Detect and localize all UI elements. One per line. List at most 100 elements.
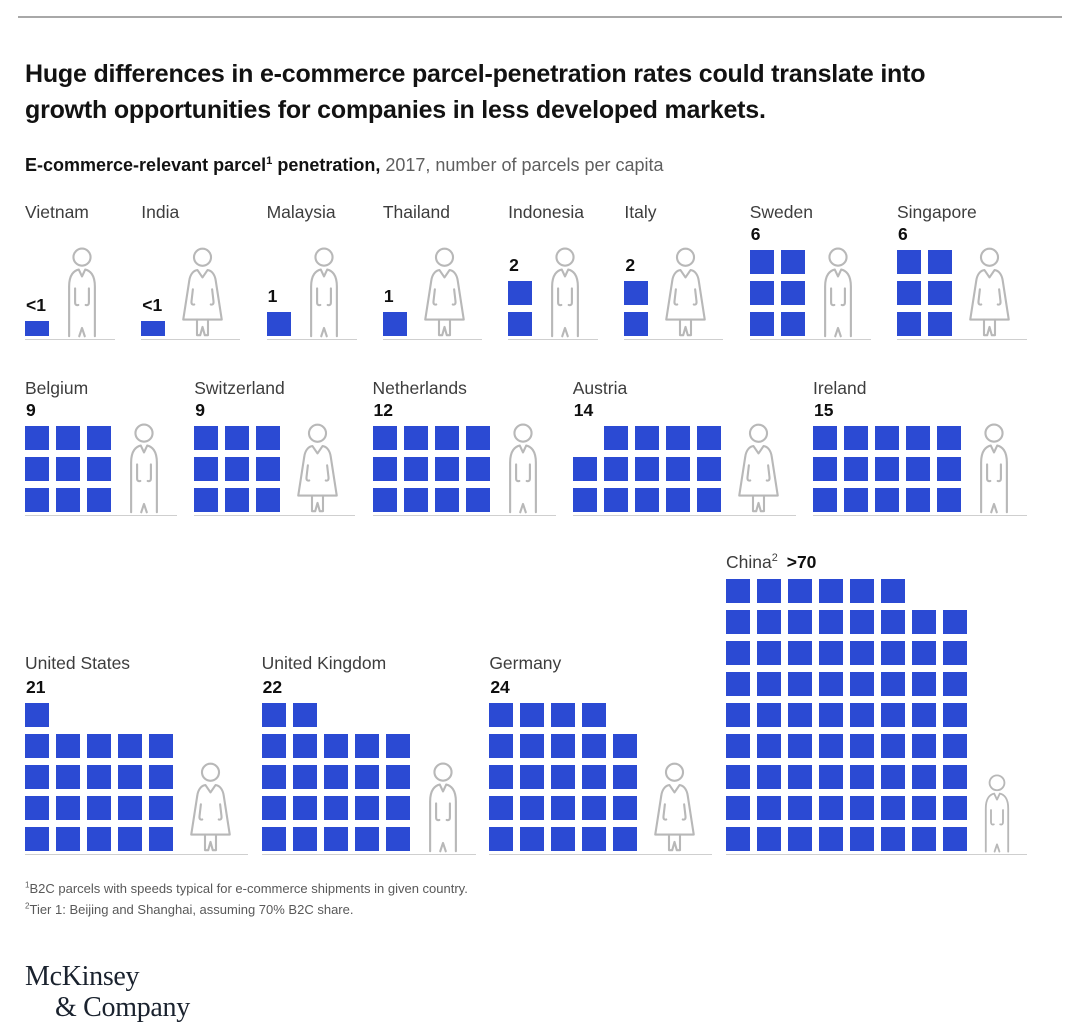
parcel-square: [489, 703, 514, 727]
parcel-square: [911, 703, 936, 727]
parcel-square: [256, 426, 281, 450]
country-label: Malaysia: [266, 202, 336, 222]
country-group-austria: Austria 14: [572, 378, 796, 516]
parcel-row: [725, 610, 967, 634]
country-label: Sweden: [749, 202, 813, 222]
country-group-united-states: United States 21: [25, 653, 248, 855]
parcel-square: [25, 765, 49, 789]
parcel-square: [118, 765, 142, 789]
parcel-square: [87, 457, 111, 481]
country-label: Switzerland: [194, 378, 285, 398]
parcel-square: [818, 796, 843, 820]
parcel-row: [572, 457, 721, 481]
country-label: Indonesia: [508, 202, 585, 222]
parcel-square: [225, 426, 250, 450]
person-icon-male: [309, 247, 338, 338]
person-icon-male: [68, 247, 96, 338]
parcel-square: [385, 734, 410, 758]
parcel-square: [323, 765, 348, 789]
parcel-square: [880, 610, 905, 634]
country-label: Thailand: [382, 202, 450, 222]
parcel-square: [849, 827, 874, 851]
country-label: Singapore: [896, 202, 977, 222]
parcel-square: [354, 765, 379, 789]
parcel-square: [880, 734, 905, 758]
parcel-square: [942, 765, 967, 789]
parcel-square: [256, 488, 281, 512]
country-label: Belgium: [25, 378, 89, 398]
parcel-square: [749, 281, 774, 305]
parcel-square: [489, 765, 514, 789]
parcel-square: [927, 312, 952, 336]
parcel-grid: [261, 703, 410, 851]
country-label: India: [141, 202, 180, 222]
parcel-square: [849, 796, 874, 820]
parcel-square: [813, 457, 837, 481]
parcel-square: [489, 734, 514, 758]
person-icon-female: [190, 762, 231, 852]
parcel-square: [266, 312, 291, 336]
parcel-square: [520, 734, 545, 758]
parcel-row: [813, 457, 961, 481]
parcel-square: [725, 672, 750, 696]
parcel-square: [372, 426, 397, 450]
parcel-square: [756, 703, 781, 727]
parcel-square: [56, 796, 80, 820]
parcel-row: [725, 734, 967, 758]
parcel-square: [942, 796, 967, 820]
country-group-belgium: Belgium 9: [25, 378, 177, 516]
country-group-india: India <1: [141, 202, 241, 340]
parcel-square: [551, 703, 576, 727]
person-icon-male: [551, 247, 580, 338]
country-label: China2 >70: [725, 552, 817, 572]
parcel-square: [942, 827, 967, 851]
parcel-grid: [896, 250, 952, 336]
parcel-square: [354, 796, 379, 820]
parcel-square: [225, 488, 250, 512]
parcel-square: [385, 827, 410, 851]
country-chart: 9: [25, 400, 177, 516]
parcel-row: [489, 796, 638, 820]
person-icon-female: [969, 247, 1010, 337]
parcel-square: [149, 827, 173, 851]
parcel-square: [372, 457, 397, 481]
parcel-square: [849, 703, 874, 727]
parcel-square: [403, 457, 428, 481]
country-group-indonesia: Indonesia 2: [508, 202, 599, 340]
country-value: 9: [26, 400, 36, 420]
parcel-square: [582, 703, 607, 727]
parcel-square: [323, 827, 348, 851]
parcel-square: [787, 579, 812, 603]
parcel-square: [875, 457, 899, 481]
parcel-grid: [572, 426, 721, 512]
parcel-square: [194, 457, 219, 481]
country-value: 12: [373, 400, 393, 420]
country-value: 9: [195, 400, 205, 420]
parcel-square: [942, 672, 967, 696]
parcel-square: [911, 796, 936, 820]
country-label: Austria: [572, 378, 628, 398]
parcel-square: [582, 765, 607, 789]
parcel-grid: [508, 281, 533, 336]
parcel-square: [696, 488, 721, 512]
parcel-square: [465, 488, 490, 512]
chart-row-1: Vietnam <1 India <1 Malaysia 1 Thai: [25, 202, 1055, 340]
parcel-square: [942, 610, 967, 634]
parcel-square: [725, 827, 750, 851]
parcel-square: [665, 488, 690, 512]
person-icon-female: [424, 247, 465, 337]
parcel-square: [911, 610, 936, 634]
parcel-row: [489, 827, 638, 851]
parcel-square: [25, 488, 49, 512]
parcel-square: [292, 796, 317, 820]
parcel-square: [818, 672, 843, 696]
parcel-square: [582, 827, 607, 851]
parcel-square: [603, 426, 628, 450]
parcel-grid: [266, 312, 291, 336]
parcel-row: [725, 579, 967, 603]
parcel-square: [849, 641, 874, 665]
chart-row-3: United States 21 United Kingdom 22 Germa…: [25, 552, 1055, 855]
parcel-grid: [25, 426, 111, 512]
parcel-square: [261, 734, 286, 758]
country-chart: 6: [896, 224, 1027, 340]
